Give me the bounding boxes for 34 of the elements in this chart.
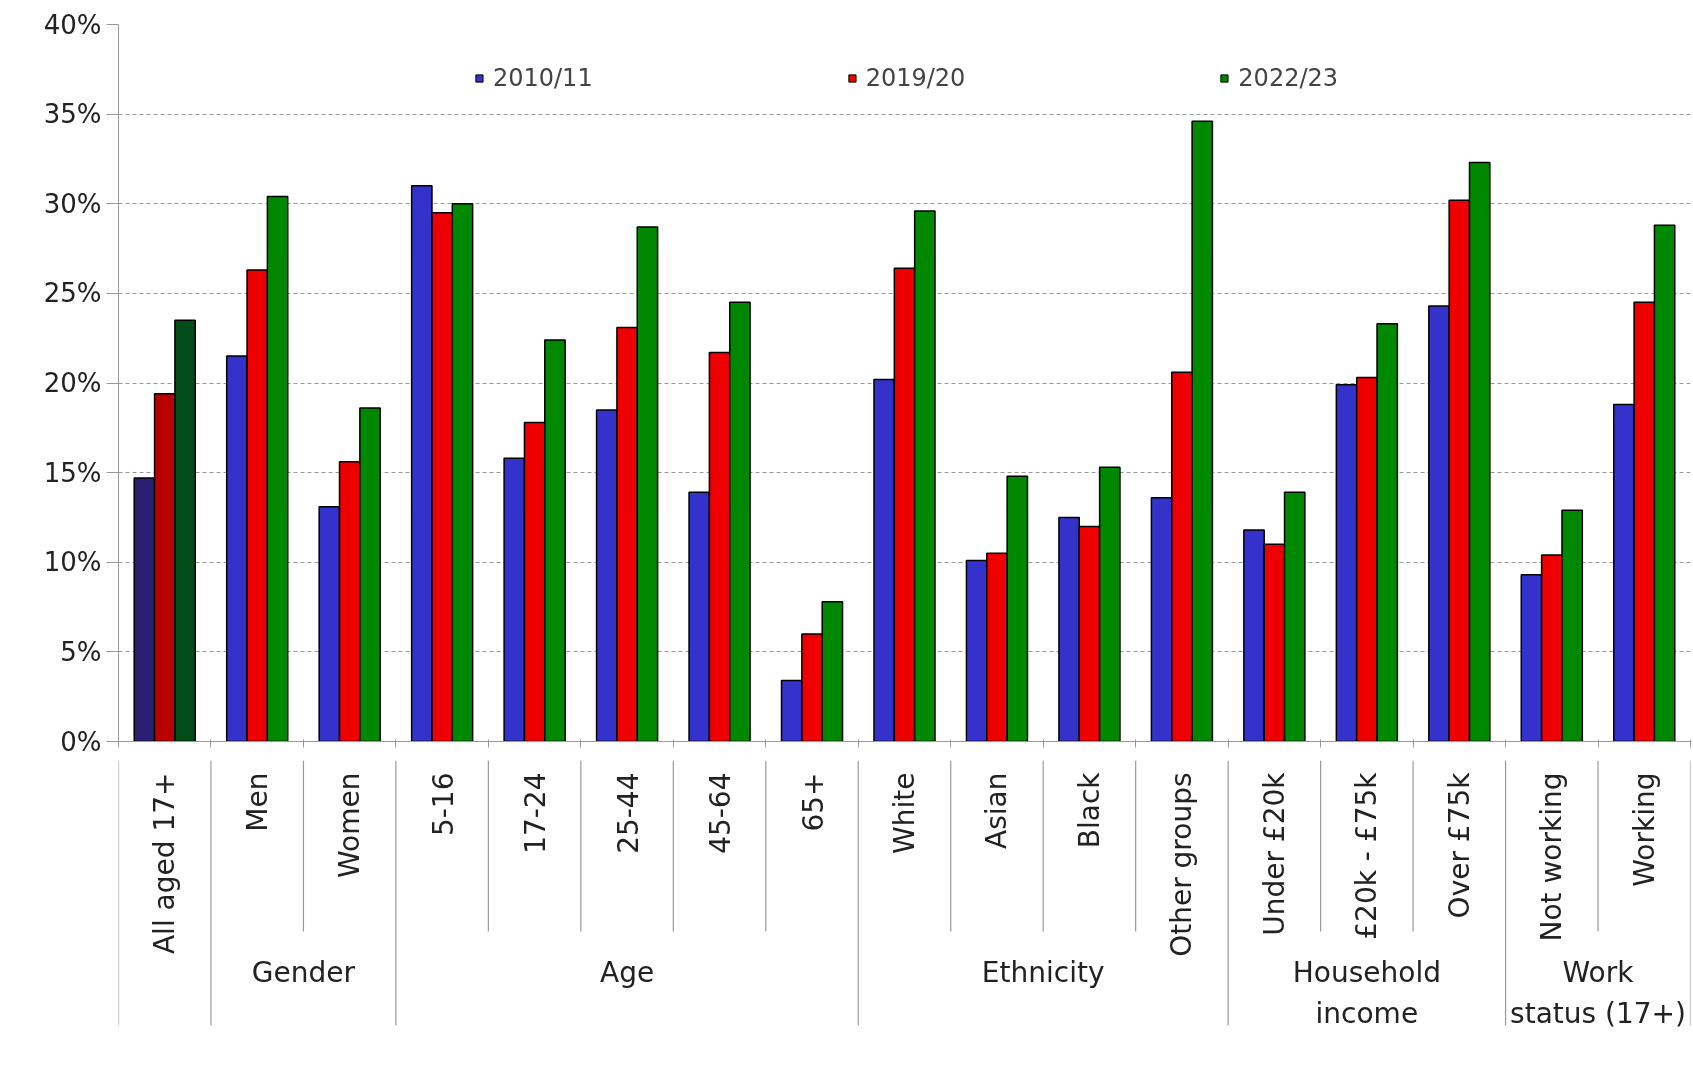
x-tick-label: Under £20k — [1257, 771, 1291, 936]
x-tick-label: Men — [240, 772, 274, 832]
x-tick-label: Over £75k — [1442, 771, 1476, 919]
x-tick-label: Black — [1072, 771, 1106, 849]
x-tick-label: 5-16 — [426, 772, 460, 837]
y-tick-label: 40% — [43, 9, 102, 40]
x-tick-label: £20k - £75k — [1350, 771, 1384, 940]
y-tick-label: 20% — [43, 368, 102, 398]
text: Household income — [1292, 955, 1441, 1030]
legend-label: 2010/11 — [492, 64, 593, 92]
text: Work status (17+) — [1510, 955, 1686, 1030]
legend-label: 2022/23 — [1238, 64, 1339, 92]
legend-label: 2019/20 — [865, 64, 966, 92]
x-tick-label: All aged 17+ — [148, 772, 182, 955]
x-tick-label: 25-44 — [611, 772, 645, 854]
y-tick-label: 25% — [43, 278, 102, 309]
x-tick-label: Other groups — [1165, 772, 1199, 957]
x-tick-label: White — [888, 772, 921, 854]
text: Gender — [251, 955, 356, 989]
x-tick-label: Not working — [1535, 772, 1569, 942]
x-tick-label: Asian — [980, 772, 1014, 849]
y-tick-label: 35% — [43, 99, 102, 130]
y-tick-label: 10% — [43, 547, 102, 578]
text: Age — [600, 955, 655, 989]
y-tick-label: 15% — [43, 457, 102, 488]
x-tick-label: Working — [1627, 772, 1661, 887]
y-tick-label: 0% — [60, 726, 102, 757]
text: Ethnicity — [981, 955, 1105, 989]
x-tick-label: 65+ — [796, 772, 830, 832]
y-tick-label: 5% — [60, 636, 102, 667]
x-tick-label: 45-64 — [704, 772, 738, 854]
y-tick-label: 30% — [43, 188, 102, 219]
x-tick-label: 17-24 — [519, 772, 553, 854]
x-tick-label: Women — [333, 772, 367, 878]
